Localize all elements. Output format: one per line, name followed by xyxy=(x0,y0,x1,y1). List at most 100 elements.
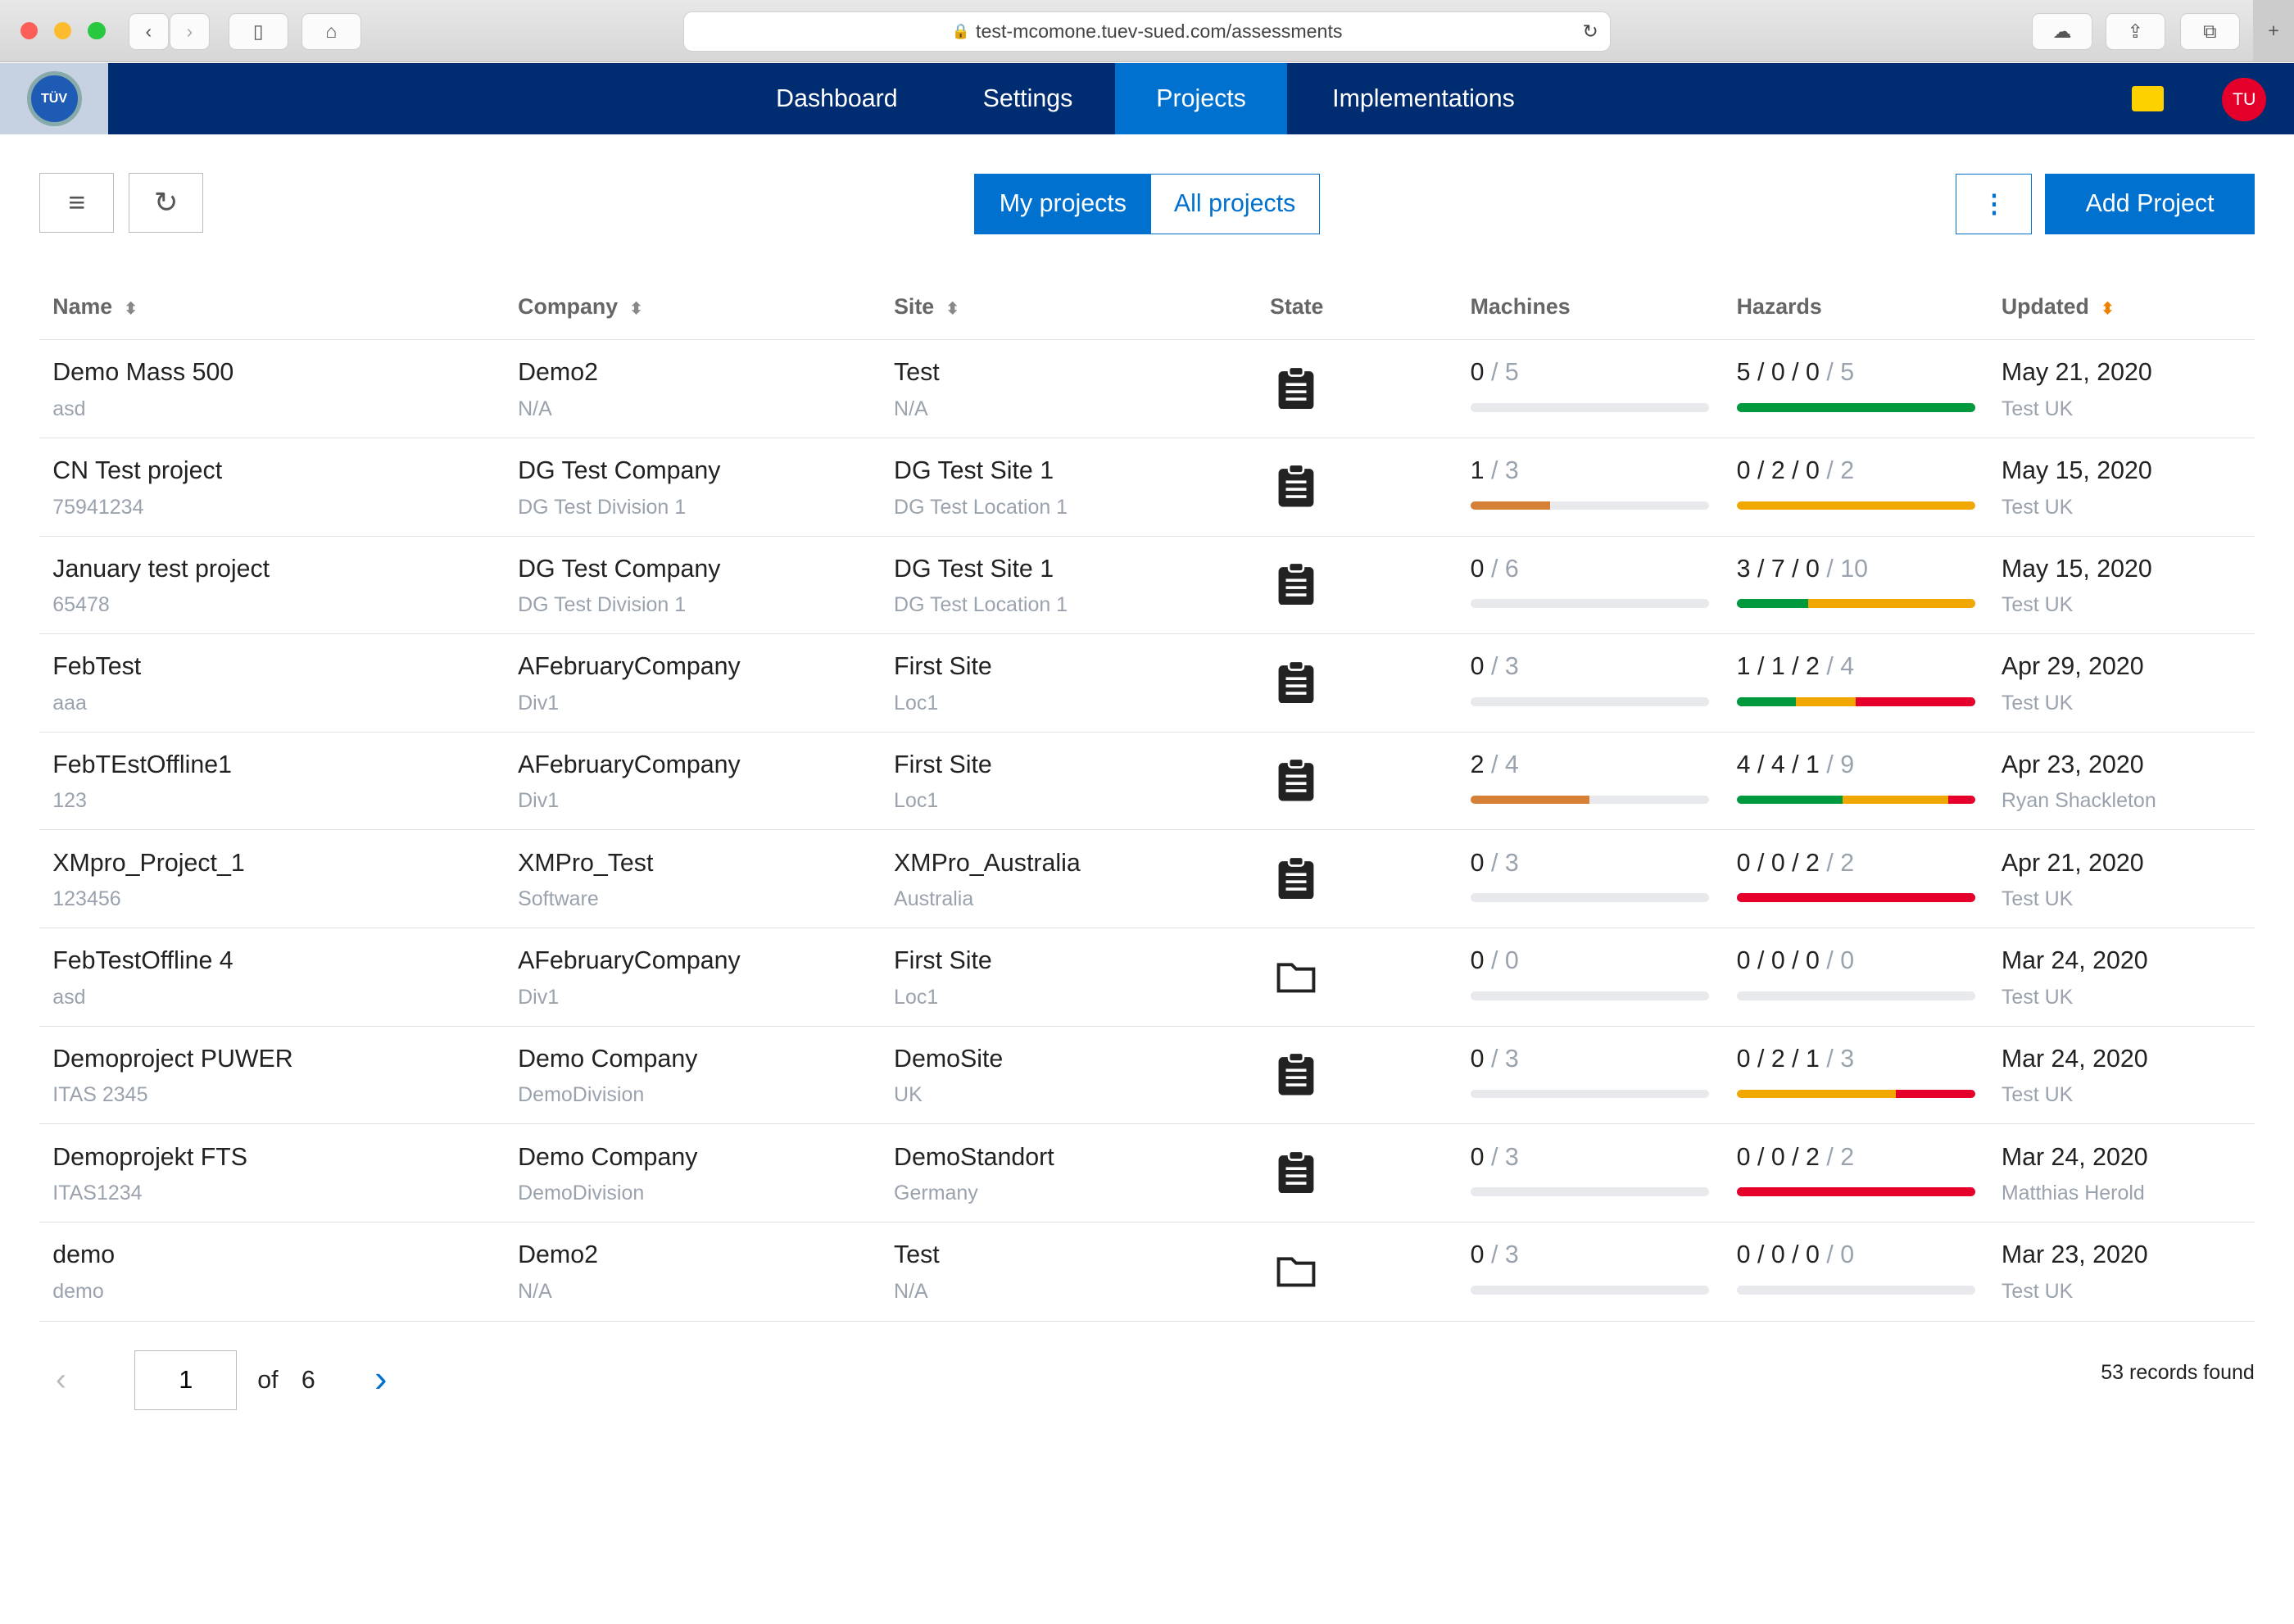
table-row[interactable]: FebTEstOffline1 123 AFebruaryCompany Div… xyxy=(39,731,2255,831)
hazards-red: 2 xyxy=(1806,849,1820,877)
my-projects-toggle[interactable]: My projects xyxy=(974,174,1152,234)
nav-implementations[interactable]: Implementations xyxy=(1332,84,1515,112)
column-header-site[interactable]: Site ⬍ xyxy=(894,294,959,320)
hazards-amber: 1 xyxy=(1770,653,1785,681)
clipboard-icon xyxy=(1276,1051,1317,1096)
hazards-total: 0 xyxy=(1840,1241,1855,1269)
machines-progress-fill xyxy=(1470,795,1590,805)
address-bar[interactable]: 🔒 test-mcomone.tuev-sued.com/assessments ↻ xyxy=(682,11,1612,52)
project-name[interactable]: demo xyxy=(52,1241,116,1269)
table-row[interactable]: January test project 65478 DG Test Compa… xyxy=(39,535,2255,635)
machines-total: 3 xyxy=(1504,1143,1519,1171)
add-project-button[interactable]: Add Project xyxy=(2045,174,2255,234)
share-icon[interactable]: ⇪ xyxy=(2105,13,2166,50)
forward-icon[interactable]: › xyxy=(170,13,210,50)
project-id: ITAS 2345 xyxy=(52,1083,148,1107)
project-name[interactable]: January test project xyxy=(52,555,270,583)
hazards-amber: 0 xyxy=(1770,947,1785,975)
hazards-progress-bar xyxy=(1736,991,1975,1000)
updated-by: Test UK xyxy=(2001,887,2074,911)
machines-progress-bar xyxy=(1470,403,1709,412)
hazards-amber: 0 xyxy=(1770,849,1785,877)
division-name: DG Test Division 1 xyxy=(518,495,687,519)
table-row[interactable]: FebTestOffline 4 asd AFebruaryCompany Di… xyxy=(39,928,2255,1027)
hazard-bar-segment xyxy=(1736,893,1975,902)
table-row[interactable]: Demo Mass 500 asd Demo2 N/A Test N/A 0 /… xyxy=(39,339,2255,438)
machines-total: 4 xyxy=(1504,751,1519,779)
project-name[interactable]: CN Test project xyxy=(52,457,223,485)
home-icon[interactable]: ⌂ xyxy=(301,13,362,50)
hazards-count: 0 / 0 / 0 / 0 xyxy=(1736,1241,1855,1269)
project-name[interactable]: Demoproject PUWER xyxy=(52,1045,293,1073)
tuv-logo[interactable]: TÜV xyxy=(0,62,109,135)
project-id: asd xyxy=(52,985,86,1009)
sort-icon[interactable]: ⬍ xyxy=(629,299,643,318)
column-header-name[interactable]: Name ⬍ xyxy=(52,294,138,320)
table-row[interactable]: XMpro_Project_1 123456 XMPro_Test Softwa… xyxy=(39,829,2255,928)
hazards-green: 0 xyxy=(1736,1143,1751,1171)
division-name: DG Test Division 1 xyxy=(518,593,687,617)
project-name[interactable]: FebTestOffline 4 xyxy=(52,947,233,975)
table-row[interactable]: Demoproject PUWER ITAS 2345 Demo Company… xyxy=(39,1025,2255,1125)
updated-date: May 15, 2020 xyxy=(2001,555,2152,583)
company-name: AFebruaryCompany xyxy=(518,653,741,681)
company-name: AFebruaryCompany xyxy=(518,751,741,779)
site-name: DemoSite xyxy=(894,1045,1004,1073)
table-row[interactable]: CN Test project 75941234 DG Test Company… xyxy=(39,437,2255,537)
machines-count: 0 / 5 xyxy=(1470,359,1519,387)
project-name[interactable]: Demoprojekt FTS xyxy=(52,1143,248,1171)
machines-done: 1 xyxy=(1470,457,1485,485)
page-input[interactable] xyxy=(134,1350,238,1411)
column-header-updated[interactable]: Updated ⬍ xyxy=(2002,294,2115,320)
hazard-bar-segment xyxy=(1736,696,1797,706)
location-name: N/A xyxy=(894,1279,928,1303)
sort-icon[interactable]: ⬍ xyxy=(2101,299,2115,318)
column-header-company[interactable]: Company ⬍ xyxy=(518,294,643,320)
more-options-button[interactable]: ⋮ xyxy=(1956,174,2033,234)
sidebar-icon[interactable]: ▯ xyxy=(228,13,288,50)
maximize-window-button[interactable] xyxy=(88,21,106,40)
prev-page-icon[interactable]: ‹ xyxy=(55,1360,66,1397)
project-id: 75941234 xyxy=(52,495,144,519)
table-row[interactable]: Demoprojekt FTS ITAS1234 Demo Company De… xyxy=(39,1123,2255,1223)
updated-date: Apr 29, 2020 xyxy=(2001,653,2144,681)
company-name: Demo Company xyxy=(518,1045,698,1073)
project-id: aaa xyxy=(52,691,87,714)
filter-button[interactable]: ≡ xyxy=(39,172,115,233)
minimize-window-button[interactable] xyxy=(54,21,72,40)
avatar[interactable]: TU xyxy=(2222,77,2267,122)
back-icon[interactable]: ‹ xyxy=(129,13,169,50)
cloud-icon[interactable]: ☁ xyxy=(2032,13,2092,50)
nav-settings[interactable]: Settings xyxy=(982,84,1073,112)
refresh-button[interactable]: ↻ xyxy=(129,172,204,233)
updated-by: Test UK xyxy=(2001,397,2074,420)
chat-icon[interactable] xyxy=(2131,86,2165,111)
location-name: Australia xyxy=(894,887,974,911)
nav-dashboard[interactable]: Dashboard xyxy=(776,84,898,112)
project-name[interactable]: FebTEstOffline1 xyxy=(52,751,232,779)
reload-icon[interactable]: ↻ xyxy=(1582,20,1598,42)
project-name[interactable]: FebTest xyxy=(52,653,142,681)
machines-progress-fill xyxy=(1470,501,1550,510)
project-name[interactable]: XMpro_Project_1 xyxy=(52,849,245,877)
project-name[interactable]: Demo Mass 500 xyxy=(52,359,234,387)
sort-icon[interactable]: ⬍ xyxy=(945,299,959,318)
machines-count: 0 / 3 xyxy=(1470,653,1519,681)
machines-progress-bar xyxy=(1470,1187,1709,1196)
tabs-icon[interactable]: ⧉ xyxy=(2179,13,2241,50)
hazards-red: 0 xyxy=(1806,555,1820,583)
new-tab-icon[interactable]: + xyxy=(2252,0,2294,61)
machines-count: 0 / 3 xyxy=(1470,1045,1519,1073)
table-row[interactable]: demo demo Demo2 N/A Test N/A 0 / 3 0 / 0… xyxy=(39,1222,2255,1321)
site-name: First Site xyxy=(894,653,992,681)
refresh-icon: ↻ xyxy=(153,185,179,219)
updated-date: Apr 21, 2020 xyxy=(2001,849,2144,877)
close-window-button[interactable] xyxy=(20,21,39,40)
all-projects-toggle[interactable]: All projects xyxy=(1149,174,1320,234)
division-name: Div1 xyxy=(518,789,560,813)
nav-projects[interactable]: Projects xyxy=(1114,62,1288,135)
top-nav: TÜV Dashboard Settings Projects Implemen… xyxy=(0,62,2294,135)
table-row[interactable]: FebTest aaa AFebruaryCompany Div1 First … xyxy=(39,633,2255,733)
next-page-icon[interactable]: › xyxy=(374,1357,388,1400)
sort-icon[interactable]: ⬍ xyxy=(124,299,138,318)
